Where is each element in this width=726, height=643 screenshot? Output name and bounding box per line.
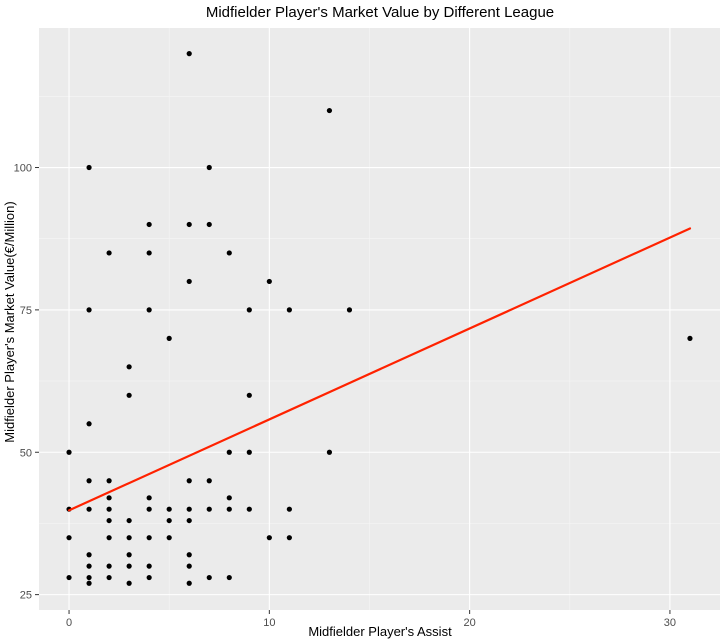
data-point [166,517,172,524]
chart-title: Midfielder Player's Market Value by Diff… [206,4,554,21]
data-point [206,221,212,228]
data-point [146,535,152,541]
x-tick-label: 0 [66,617,72,629]
data-point [186,580,192,586]
data-point [126,552,132,558]
data-point [226,250,232,256]
y-tick-label: 25 [20,590,32,602]
data-point [286,307,292,313]
data-point [186,51,192,57]
axis-ticks [35,167,671,614]
data-point [146,574,152,581]
data-point [106,574,112,581]
x-tick-labels: 0 10 20 30 [66,617,676,629]
data-point [146,495,152,501]
data-point [286,506,292,512]
data-point [126,392,132,398]
data-point [86,478,92,484]
y-tick-label: 50 [20,447,32,459]
data-point [186,221,192,228]
data-point [206,164,212,171]
data-point [186,563,192,569]
data-point [246,307,252,313]
data-point [86,164,92,171]
data-point [226,574,232,581]
data-point [186,506,192,512]
y-tick-label: 100 [14,163,32,175]
x-tick-label: 10 [263,617,275,629]
data-point [66,535,72,541]
data-point [246,506,252,512]
data-point [106,495,112,501]
data-point [166,335,172,341]
data-point [86,421,92,427]
plot-panel [39,28,720,610]
y-tick-label: 75 [20,305,32,317]
x-tick-label: 30 [664,617,676,629]
data-point [166,506,172,512]
y-axis-label: Midfielder Player's Market Value(€/Milli… [2,201,17,442]
data-point [146,506,152,512]
data-point [206,478,212,484]
data-point [226,449,232,455]
data-point [106,250,112,256]
data-point [86,563,92,569]
regression-line [67,227,692,512]
data-point [286,535,292,541]
data-point [266,535,272,541]
data-point [106,563,112,569]
data-point [86,307,92,313]
data-point [687,335,693,341]
data-point [186,278,192,285]
data-point [186,478,192,484]
data-point [86,574,92,581]
grid-major-lines [39,28,720,610]
data-points [66,51,693,586]
data-point [146,307,152,313]
data-point [126,580,132,586]
y-tick-labels: 25 50 75 100 [14,163,32,602]
fit-line-layer [67,227,692,512]
data-point [226,495,232,501]
data-point [106,506,112,512]
data-point [106,478,112,484]
data-point [126,535,132,541]
data-point [226,506,232,512]
data-point [206,574,212,581]
data-point [126,517,132,524]
data-point [106,535,112,541]
data-point [86,506,92,512]
data-point [66,574,72,581]
data-point [146,250,152,256]
data-point [246,392,252,398]
data-point [266,278,272,285]
data-point [326,449,333,455]
data-point [166,535,172,541]
x-axis-label: Midfielder Player's Assist [308,624,452,639]
data-point [246,449,252,455]
data-point [186,517,192,524]
data-point [126,364,132,370]
data-point [186,552,192,558]
data-point [146,563,152,569]
data-point [126,563,132,569]
data-point [326,107,333,114]
data-point [86,580,92,586]
data-point [86,552,92,558]
data-point [66,449,72,455]
grid-minor-lines [39,28,720,610]
data-point [346,307,353,313]
data-point [146,221,152,228]
data-point [206,506,212,512]
x-tick-label: 20 [464,617,476,629]
data-point [106,517,112,524]
